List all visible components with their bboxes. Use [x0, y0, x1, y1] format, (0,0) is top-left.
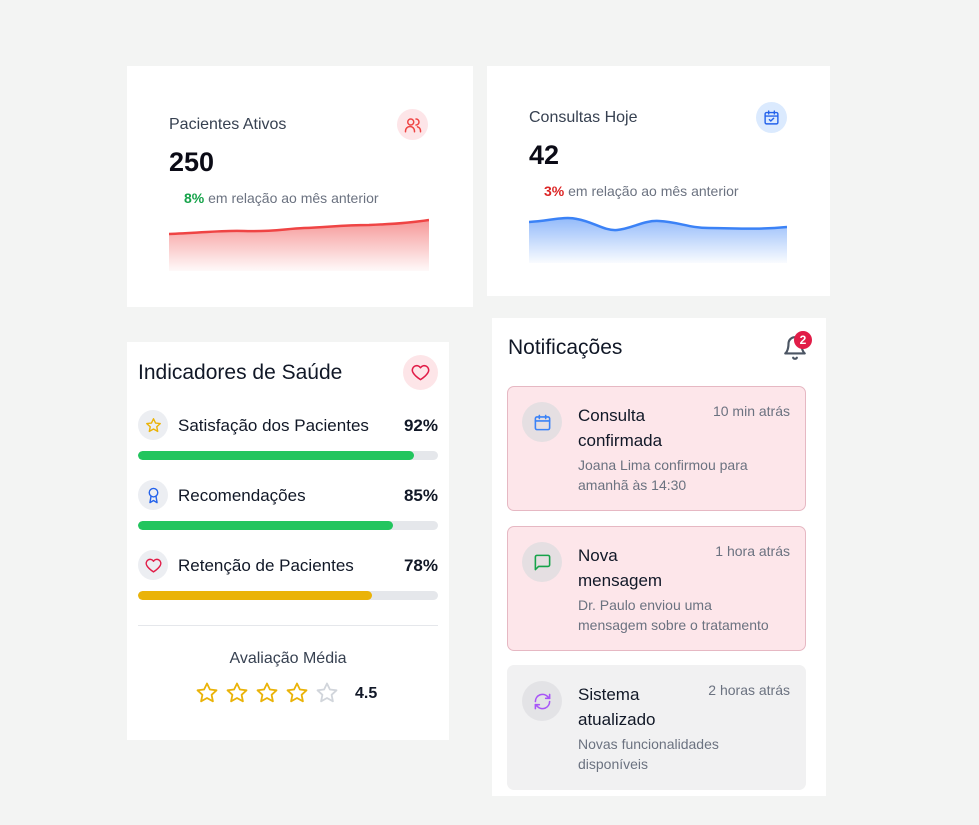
metric-value: 78%: [403, 556, 438, 575]
star-filled-icon: [196, 682, 218, 703]
stat-title: Pacientes Ativos: [169, 116, 287, 133]
notification-body: Joana Lima confirmou para amanhã às 14:3…: [578, 457, 748, 493]
notification-count-badge: 2: [794, 331, 812, 349]
progress-fill: [138, 591, 372, 600]
heart-icon: [403, 355, 438, 390]
notification-title: Consulta confirmada: [578, 406, 663, 450]
metric-value: 92%: [403, 416, 438, 435]
stat-value: 42: [529, 140, 560, 170]
star-filled-icon: [286, 682, 308, 703]
notification-time: 10 min atrás: [712, 403, 790, 419]
progress-fill: [138, 521, 393, 530]
star-empty-icon: [316, 682, 338, 703]
progress-fill: [138, 451, 414, 460]
notification-item[interactable]: Nova mensagem 1 hora atrás Dr. Paulo env…: [507, 526, 806, 651]
sparkline-chart: [169, 218, 429, 271]
change-percent: 8%: [184, 190, 205, 206]
metric-patient-satisfaction: Satisfação dos Pacientes 92%: [138, 410, 438, 470]
star-icon: [138, 410, 168, 440]
stat-title: Consultas Hoje: [529, 109, 638, 126]
stat-value: 250: [169, 147, 215, 177]
health-indicators-card: Indicadores de Saúde Satisfação dos Paci…: [127, 342, 449, 740]
card-title: Notificações: [508, 336, 623, 359]
stat-card-appointments-today: Consultas Hoje 42 3% em relação ao mês a…: [487, 66, 830, 296]
notification-item[interactable]: Consulta confirmada 10 min atrás Joana L…: [507, 386, 806, 511]
metric-value: 85%: [403, 486, 438, 505]
notifications-card: Notificações 2 Consulta confirmada 10 mi…: [492, 318, 826, 796]
average-rating-label: Avaliação Média: [229, 650, 347, 667]
notification-body: Novas funcionalidades disponíveis: [578, 736, 719, 772]
progress-track: [138, 451, 438, 460]
notification-title: Nova mensagem: [578, 546, 663, 590]
divider: [138, 625, 438, 626]
calendar-check-icon: [756, 102, 787, 133]
notification-body: Dr. Paulo enviou uma mensagem sobre o tr…: [578, 597, 769, 633]
star-filled-icon: [256, 682, 278, 703]
sparkline-chart: [529, 216, 787, 263]
rating-stars: [195, 681, 339, 705]
progress-track: [138, 521, 438, 530]
stat-change: 8% em relação ao mês anterior: [184, 190, 379, 206]
message-icon: [522, 542, 562, 582]
change-text: em relação ao mês anterior: [568, 183, 739, 199]
average-rating-value: 4.5: [355, 685, 378, 702]
bell-icon[interactable]: [782, 335, 808, 361]
notification-title: Sistema atualizado: [578, 685, 656, 729]
users-icon: [397, 109, 428, 140]
calendar-icon: [522, 402, 562, 442]
change-text: em relação ao mês anterior: [208, 190, 379, 206]
award-icon: [138, 480, 168, 510]
metric-label: Satisfação dos Pacientes: [178, 416, 369, 435]
star-filled-icon: [226, 682, 248, 703]
change-percent: 3%: [544, 183, 565, 199]
notification-item[interactable]: Sistema atualizado 2 horas atrás Novas f…: [507, 665, 806, 790]
card-title: Indicadores de Saúde: [138, 361, 343, 384]
notification-time: 1 hora atrás: [715, 543, 790, 559]
stat-change: 3% em relação ao mês anterior: [544, 183, 739, 199]
notification-time: 2 horas atrás: [708, 682, 790, 698]
refresh-icon: [522, 681, 562, 721]
metric-recommendations: Recomendações 85%: [138, 480, 438, 540]
metric-label: Retenção de Pacientes: [178, 556, 354, 575]
stat-card-active-patients: Pacientes Ativos 250 8% em relação ao mê…: [127, 66, 473, 307]
metric-label: Recomendações: [178, 486, 306, 505]
progress-track: [138, 591, 438, 600]
heart-icon: [138, 550, 168, 580]
metric-patient-retention: Retenção de Pacientes 78%: [138, 550, 438, 610]
